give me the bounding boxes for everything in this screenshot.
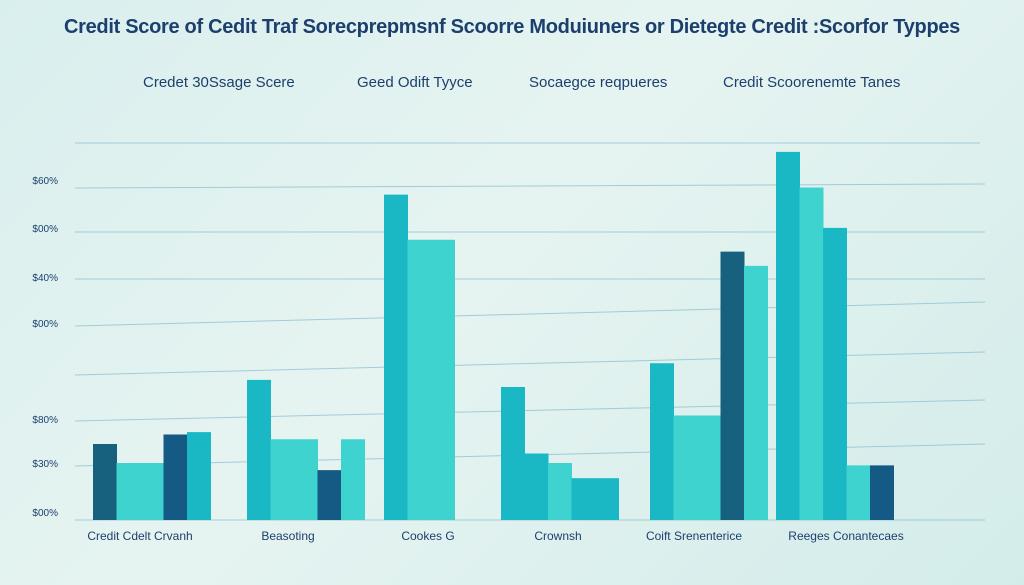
legend-item-3: Socaegce reqpueres bbox=[529, 74, 668, 91]
bar-5-1 bbox=[799, 187, 824, 520]
bar-0-4 bbox=[187, 432, 211, 520]
y-tick-label-1: $30% bbox=[32, 459, 58, 470]
gridline-1 bbox=[74, 183, 986, 189]
bar-1-1 bbox=[270, 439, 295, 520]
y-tick-label-3: $00% bbox=[32, 319, 58, 330]
bar-5-2 bbox=[823, 227, 847, 520]
bar-5-0 bbox=[776, 151, 800, 520]
y-tick-label-4: $40% bbox=[32, 273, 58, 284]
bar-1-0 bbox=[247, 379, 271, 520]
bar-3-1 bbox=[524, 453, 549, 520]
legend-item-1: Credet 30Ssage Scere bbox=[143, 74, 295, 91]
bar-1-3 bbox=[317, 470, 342, 520]
x-tick-label-1: Beasoting bbox=[261, 529, 314, 543]
legend-item-4: Credit Scoorenemte Tanes bbox=[723, 74, 901, 91]
bar-5-4 bbox=[870, 465, 894, 520]
bar-2-0 bbox=[384, 194, 408, 520]
bar-3-0 bbox=[501, 387, 525, 520]
x-tick-label-0: Credit Cdelt Crvanh bbox=[87, 529, 192, 543]
bar-3-2 bbox=[548, 463, 572, 520]
bar-5-3 bbox=[846, 465, 871, 520]
y-tick-label-2: $80% bbox=[32, 415, 58, 426]
bar-4-0 bbox=[650, 363, 674, 520]
bar-2-1 bbox=[407, 239, 432, 520]
bar-4-2 bbox=[697, 415, 721, 520]
bar-4-3 bbox=[720, 251, 745, 520]
gridline-5 bbox=[74, 351, 986, 376]
y-tick-label-0: $00% bbox=[32, 508, 58, 519]
gridline-6 bbox=[74, 399, 986, 422]
x-tick-label-4: Coift Srenenterice bbox=[646, 529, 742, 543]
legend-item-2: Geed Odift Tyyce bbox=[357, 74, 473, 91]
bar-3-4 bbox=[595, 478, 619, 520]
bar-4-4 bbox=[744, 265, 768, 520]
y-tick-label-5: $00% bbox=[32, 224, 58, 235]
x-tick-label-2: Cookes G bbox=[401, 529, 454, 543]
x-tick-label-5: Reeges Conantecaes bbox=[788, 529, 903, 543]
bar-0-3 bbox=[163, 434, 188, 520]
bar-0-2 bbox=[140, 463, 164, 520]
y-tick-label-6: $60% bbox=[32, 176, 58, 187]
gridline-4 bbox=[74, 301, 986, 327]
bar-2-2 bbox=[431, 239, 455, 520]
bar-3-3 bbox=[571, 478, 596, 520]
chart-title: Credit Score of Cedit Traf Sorecprepmsnf… bbox=[63, 16, 961, 38]
bar-1-2 bbox=[294, 439, 318, 520]
x-tick-label-3: Crownsh bbox=[534, 529, 581, 543]
bar-0-0 bbox=[93, 444, 117, 520]
bar-4-1 bbox=[673, 415, 698, 520]
bar-1-4 bbox=[341, 439, 365, 520]
bar-0-1 bbox=[116, 463, 141, 520]
